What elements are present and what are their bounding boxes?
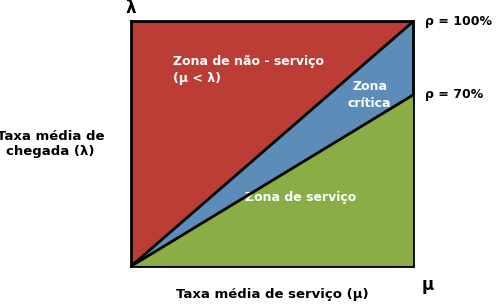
Text: μ: μ	[422, 276, 434, 294]
Text: λ: λ	[126, 0, 136, 17]
Polygon shape	[131, 21, 413, 266]
Polygon shape	[131, 95, 413, 266]
Text: Zona de não - serviço
(μ < λ): Zona de não - serviço (μ < λ)	[173, 55, 325, 85]
Text: ρ = 100%: ρ = 100%	[424, 15, 491, 28]
Text: ρ = 70%: ρ = 70%	[424, 88, 483, 101]
Polygon shape	[131, 21, 413, 266]
Text: Zona de serviço: Zona de serviço	[245, 191, 356, 204]
Text: Zona
crítica: Zona crítica	[348, 80, 391, 110]
Text: Taxa média de serviço (μ): Taxa média de serviço (μ)	[176, 288, 368, 301]
Text: Taxa média de
chegada (λ): Taxa média de chegada (λ)	[0, 130, 104, 158]
